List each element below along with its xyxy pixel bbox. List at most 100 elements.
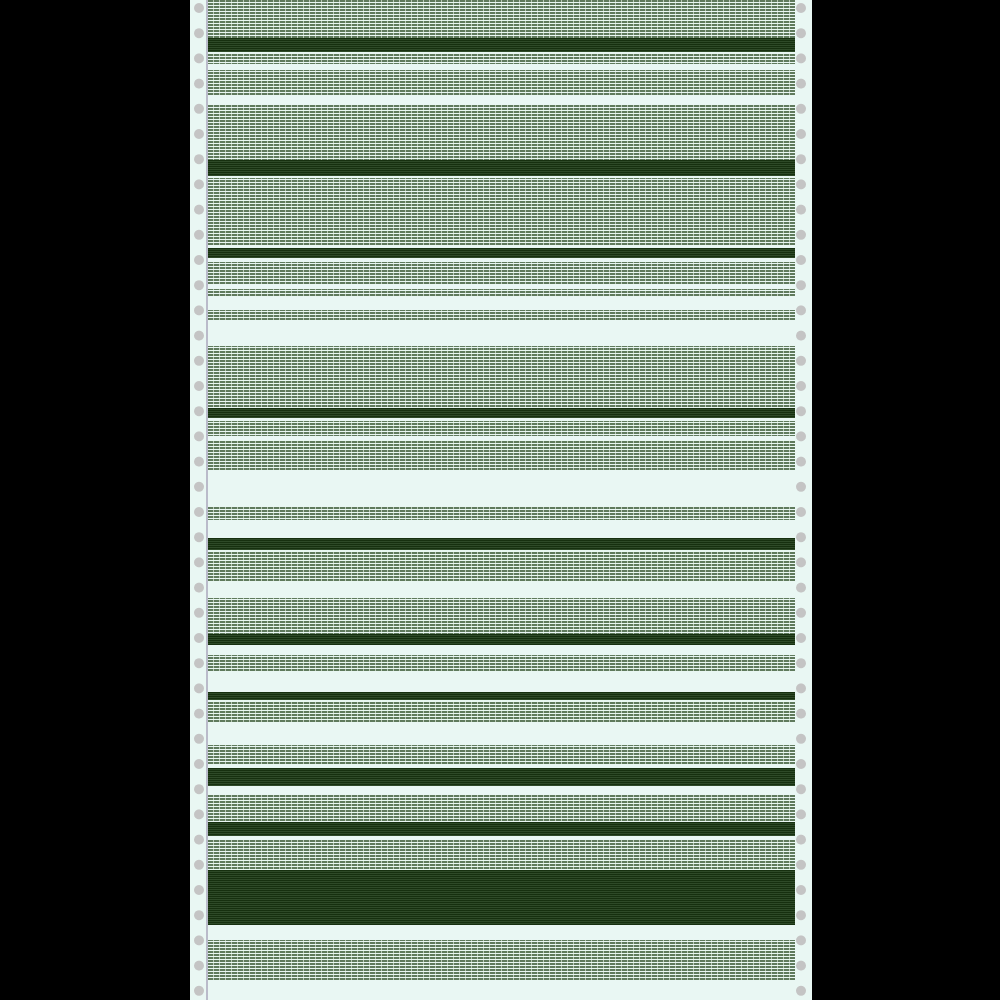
hole <box>796 885 806 895</box>
dark-print-band <box>208 870 795 925</box>
hole <box>796 330 806 341</box>
hole <box>194 960 204 971</box>
print-band <box>208 745 795 765</box>
print-band <box>208 795 795 822</box>
hole <box>796 607 806 618</box>
hole <box>796 935 806 946</box>
print-band <box>208 506 795 520</box>
print-band <box>208 262 795 284</box>
hole <box>194 658 204 669</box>
hole <box>796 809 806 820</box>
hole <box>796 481 806 492</box>
hole <box>796 154 806 165</box>
hole <box>194 330 204 341</box>
hole <box>796 633 806 643</box>
hole <box>194 154 204 165</box>
hole <box>194 910 204 921</box>
print-band <box>208 54 795 64</box>
hole <box>796 3 806 13</box>
hole <box>194 381 204 391</box>
hole <box>796 179 806 190</box>
hole <box>194 355 204 366</box>
hole <box>796 910 806 921</box>
hole <box>194 481 204 492</box>
dark-print-band <box>208 768 795 786</box>
print-band <box>208 440 795 470</box>
hole <box>194 582 204 593</box>
hole <box>796 103 806 114</box>
print-band <box>208 840 795 870</box>
hole <box>194 280 204 291</box>
hole <box>194 507 204 517</box>
hole <box>194 229 204 240</box>
print-band <box>208 552 795 582</box>
print-band <box>208 310 795 320</box>
hole <box>194 733 204 744</box>
hole <box>194 305 204 316</box>
print-band <box>208 940 795 980</box>
hole <box>194 859 204 870</box>
hole <box>796 532 806 543</box>
hole <box>796 28 806 39</box>
hole <box>796 557 806 568</box>
hole <box>194 607 204 618</box>
hole <box>796 381 806 391</box>
hole <box>194 456 204 467</box>
hole <box>194 985 204 996</box>
dark-print-band <box>208 408 795 418</box>
hole <box>194 255 204 265</box>
dark-print-band <box>208 160 795 176</box>
hole <box>796 255 806 265</box>
hole <box>194 28 204 39</box>
hole <box>194 759 204 769</box>
dark-print-band <box>208 822 795 836</box>
hole <box>796 78 806 89</box>
hole <box>194 53 204 64</box>
hole <box>796 229 806 240</box>
print-band <box>208 655 795 672</box>
hole <box>194 834 204 845</box>
hole <box>194 809 204 820</box>
hole <box>796 355 806 366</box>
hole <box>194 683 204 694</box>
hole <box>796 759 806 769</box>
print-band <box>208 346 795 408</box>
hole <box>796 431 806 442</box>
hole <box>796 53 806 64</box>
hole <box>194 179 204 190</box>
hole <box>194 935 204 946</box>
hole <box>194 708 204 719</box>
hole <box>194 532 204 543</box>
hole <box>194 885 204 895</box>
hole <box>796 708 806 719</box>
print-band <box>208 178 795 246</box>
printed-lines <box>208 0 795 980</box>
hole <box>194 129 204 139</box>
perforations <box>194 3 806 996</box>
hole <box>194 784 204 795</box>
print-band <box>208 0 795 38</box>
hole <box>796 507 806 517</box>
print-band <box>208 104 795 160</box>
print-band <box>208 598 795 634</box>
hole <box>796 658 806 669</box>
hole <box>796 582 806 593</box>
hole <box>194 557 204 568</box>
dark-print-band <box>208 538 795 550</box>
dark-print-band <box>208 38 795 52</box>
print-band <box>208 289 795 297</box>
hole <box>194 103 204 114</box>
hole <box>796 985 806 996</box>
hole <box>796 859 806 870</box>
hole <box>796 280 806 291</box>
hole <box>796 204 806 215</box>
hole <box>194 633 204 643</box>
hole <box>194 204 204 215</box>
dark-print-band <box>208 248 795 258</box>
hole <box>796 456 806 467</box>
print-band <box>208 421 795 436</box>
hole <box>796 406 806 417</box>
hole <box>194 406 204 417</box>
dark-print-band <box>208 634 795 645</box>
